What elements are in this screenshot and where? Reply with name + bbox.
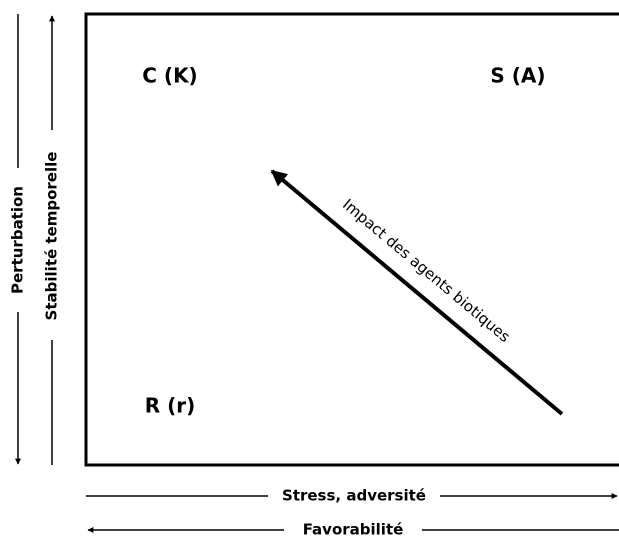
quadrant-label: C (K) [142,64,197,88]
quadrant-label: S (A) [490,64,545,88]
axis-label: Stress, adversité [282,487,426,505]
impact-arrow [270,169,564,416]
arrow-label: Impact des agents biotiques [339,195,514,346]
axis-label: Perturbation [9,186,27,294]
axis-label: Stabilité temporelle [43,152,61,321]
axis-label: Favorabilité [303,521,404,539]
quadrant-label: R (r) [145,394,196,418]
frame [84,12,619,467]
